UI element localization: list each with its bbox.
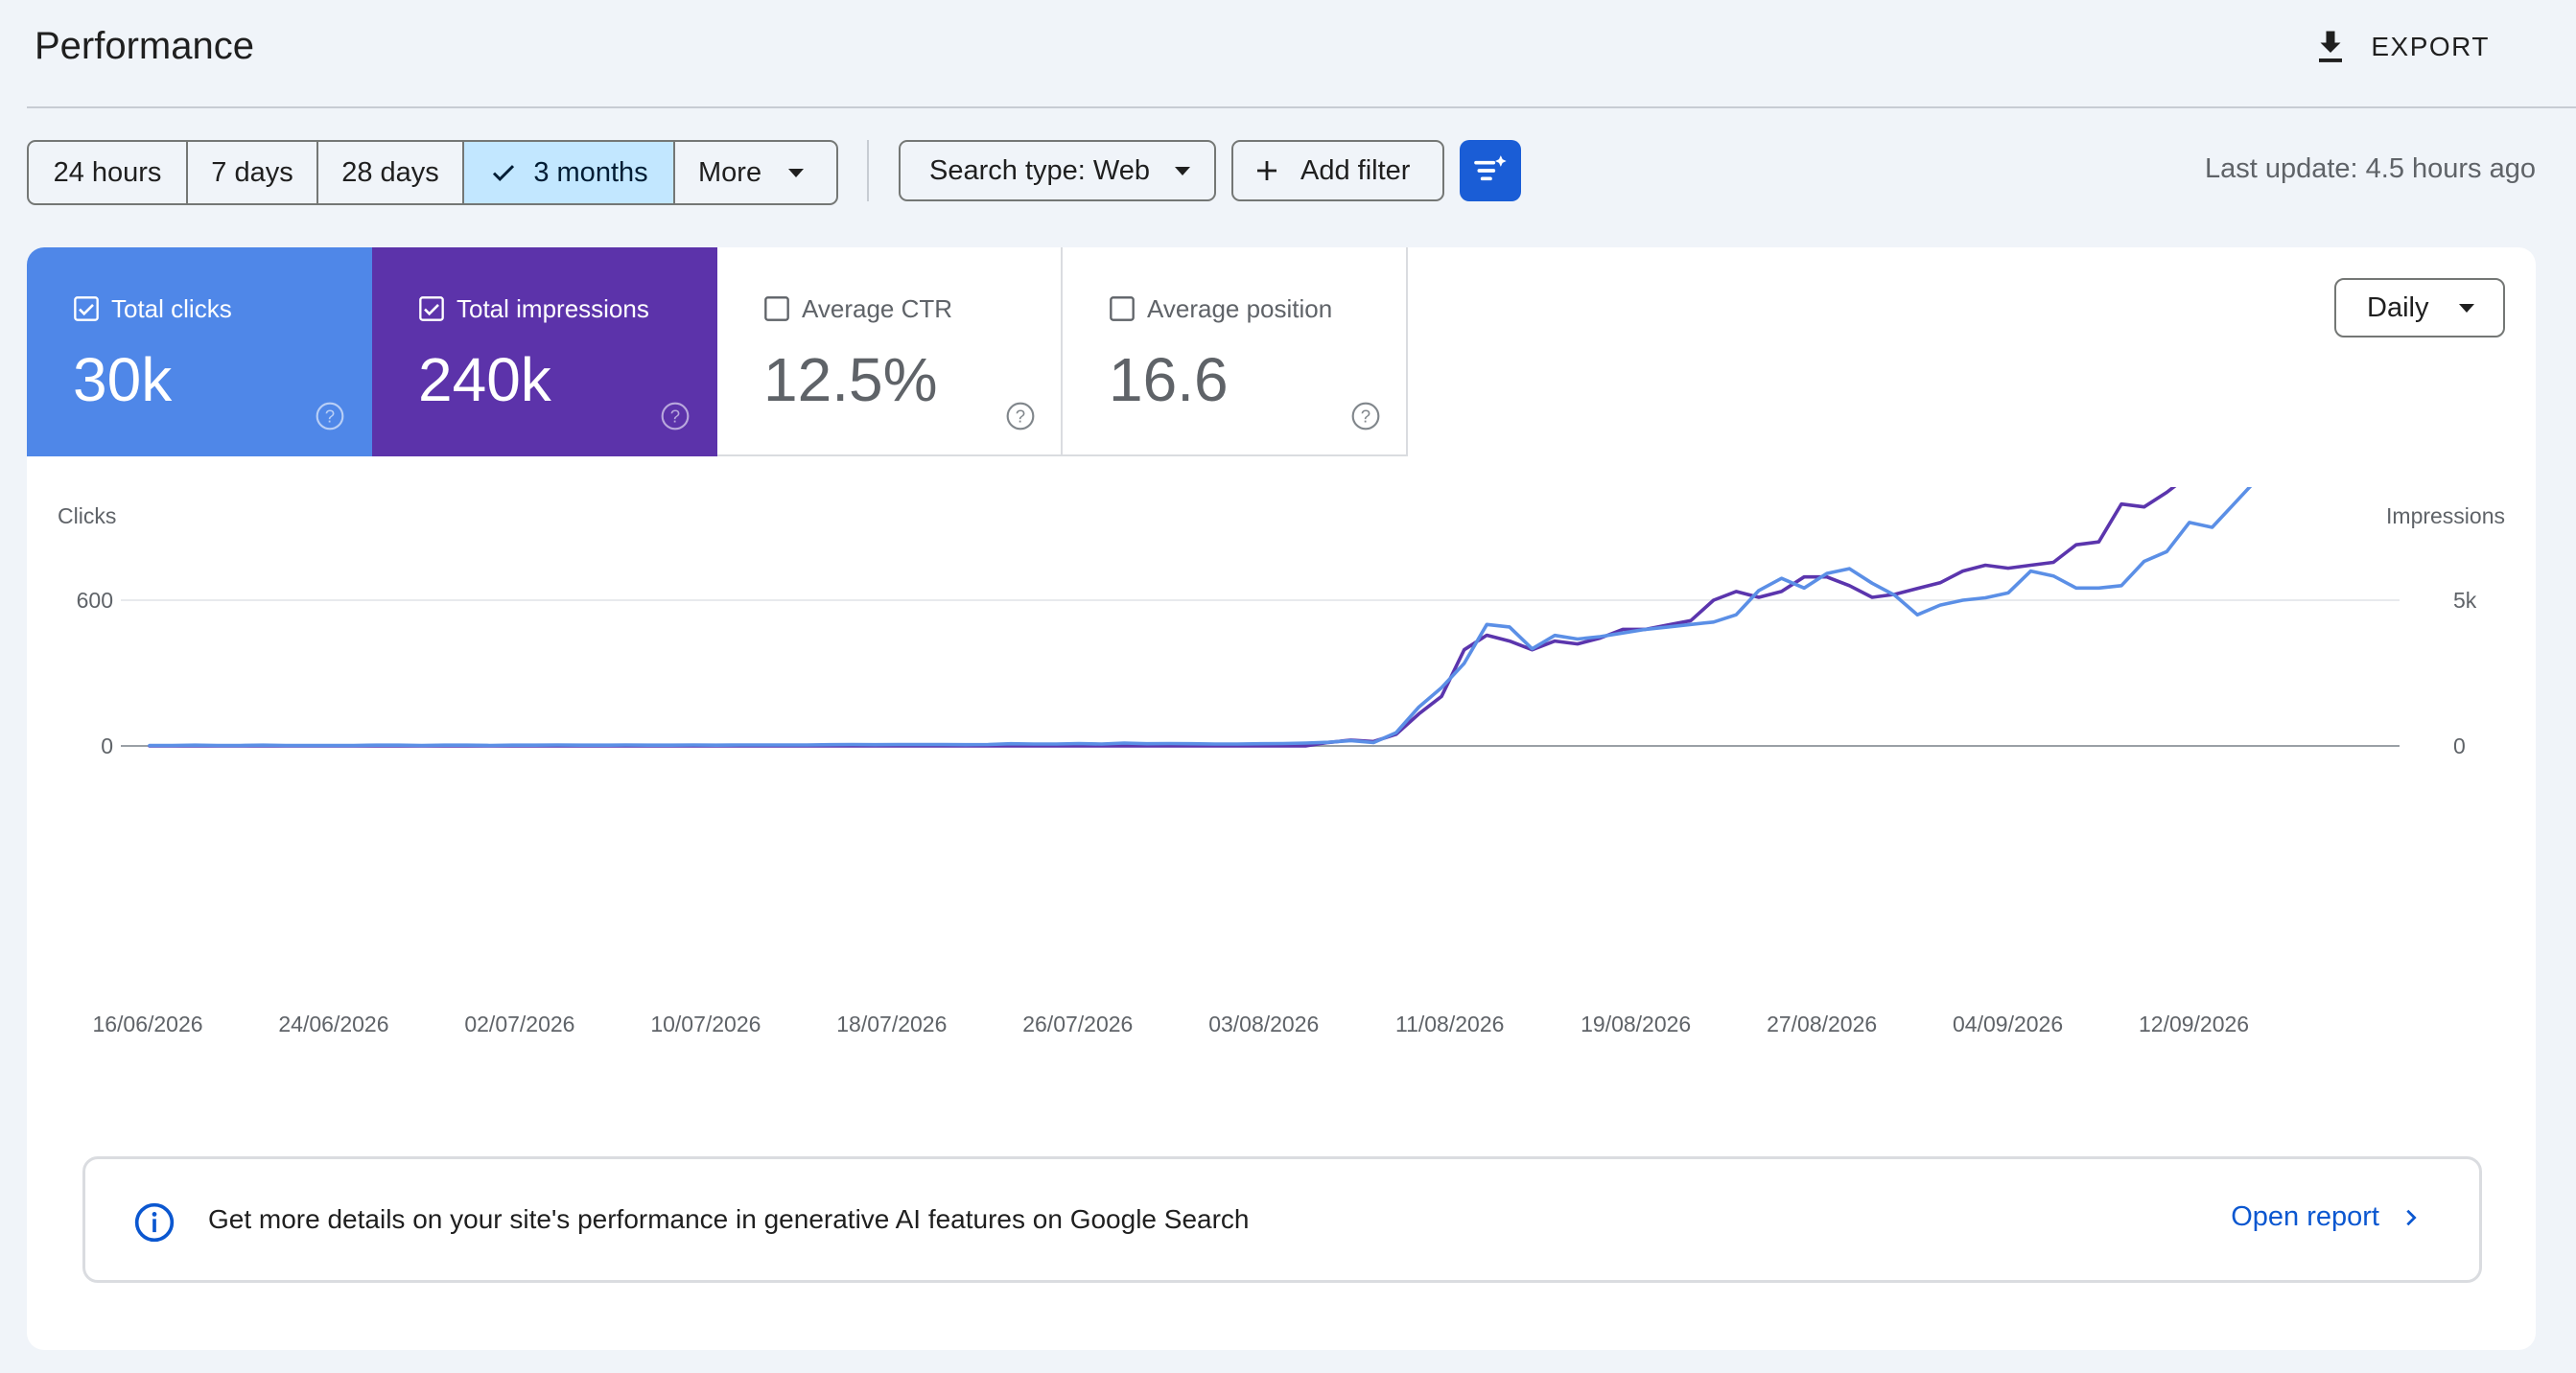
chevron-down-icon	[2459, 304, 2474, 313]
x-tick-label: 02/07/2026	[464, 1012, 574, 1036]
x-tick-label: 10/07/2026	[650, 1012, 761, 1036]
impressions-series-line	[148, 487, 2177, 748]
svg-text:?: ?	[670, 407, 680, 427]
help-icon[interactable]: ?	[1350, 401, 1381, 431]
add-filter-button[interactable]: Add filter	[1231, 140, 1444, 201]
x-tick-label: 26/07/2026	[1022, 1012, 1133, 1036]
x-tick-label: 27/08/2026	[1767, 1012, 1877, 1036]
page-title: Performance	[35, 25, 254, 67]
add-filter-label: Add filter	[1300, 154, 1411, 186]
export-button[interactable]: EXPORT	[2313, 21, 2490, 73]
header-divider	[27, 106, 2576, 108]
clicks-series-line	[148, 487, 2253, 748]
metric-label: Total impressions	[457, 294, 649, 323]
chevron-right-icon	[2406, 1209, 2417, 1225]
checkbox-unchecked-icon[interactable]	[1109, 295, 1136, 322]
range-label: More	[698, 156, 762, 188]
x-tick-label: 11/08/2026	[1395, 1012, 1504, 1036]
x-tick-label: 04/09/2026	[1953, 1012, 2063, 1036]
help-icon[interactable]: ?	[1005, 401, 1036, 431]
x-tick-label: 24/06/2026	[278, 1012, 388, 1036]
performance-card: Total clicks 30k ? Total impressions 240…	[27, 247, 2536, 1350]
x-tick-label: 03/08/2026	[1208, 1012, 1319, 1036]
help-icon[interactable]: ?	[315, 401, 345, 431]
granularity-dropdown[interactable]: Daily	[2334, 278, 2505, 337]
help-icon[interactable]: ?	[660, 401, 691, 431]
svg-text:?: ?	[1016, 407, 1025, 427]
svg-text:?: ?	[325, 407, 335, 427]
y2-tick-label: 5k	[2453, 588, 2477, 613]
y2-axis-title: Impressions	[2386, 503, 2505, 528]
download-icon	[2319, 31, 2343, 62]
metric-value: 30k	[73, 345, 173, 414]
sparkle-filter-icon	[1474, 155, 1507, 181]
x-tick-label: 19/08/2026	[1581, 1012, 1691, 1036]
info-icon	[134, 1202, 175, 1243]
checkbox-checked-icon[interactable]	[418, 295, 445, 322]
chevron-down-icon	[788, 168, 805, 177]
y-tick-label: 600	[77, 588, 113, 613]
open-report-link[interactable]: Open report	[2231, 1201, 2422, 1233]
range-label: 7 days	[211, 156, 293, 188]
performance-chart: 006005k1.2k10k1.8k15kClicksImpressions16…	[58, 487, 2505, 1036]
y-tick-label: 0	[101, 733, 113, 758]
metric-value: 240k	[418, 345, 551, 414]
open-report-label: Open report	[2231, 1201, 2379, 1232]
metric-label: Average position	[1147, 294, 1333, 323]
metric-total-clicks[interactable]: Total clicks 30k ?	[27, 247, 372, 456]
export-label: EXPORT	[2371, 32, 2490, 61]
granularity-label: Daily	[2367, 291, 2429, 323]
search-type-label: Search type: Web	[929, 154, 1150, 186]
svg-text:?: ?	[1361, 407, 1370, 427]
range-28-days-button[interactable]: 28 days	[318, 142, 464, 203]
range-label: 28 days	[341, 156, 439, 188]
search-type-dropdown[interactable]: Search type: Web	[899, 140, 1216, 201]
chevron-down-icon	[1174, 166, 1190, 175]
metric-average-ctr[interactable]: Average CTR 12.5% ?	[717, 247, 1063, 456]
plus-icon	[1257, 161, 1276, 180]
range-label: 24 hours	[53, 156, 162, 188]
banner-text: Get more details on your site's performa…	[208, 1204, 1250, 1234]
range-more-dropdown[interactable]: More	[675, 142, 836, 203]
range-7-days-button[interactable]: 7 days	[188, 142, 318, 203]
x-tick-label: 12/09/2026	[2139, 1012, 2249, 1036]
y2-tick-label: 0	[2453, 733, 2466, 758]
metric-label: Average CTR	[802, 294, 953, 323]
last-update-text: Last update: 4.5 hours ago	[2204, 153, 2536, 184]
ai-filter-button[interactable]	[1460, 140, 1521, 201]
toolbar-divider	[867, 140, 869, 201]
ai-features-banner: Get more details on your site's performa…	[82, 1156, 2482, 1283]
metric-value: 12.5%	[763, 345, 938, 414]
checkbox-checked-icon[interactable]	[73, 295, 100, 322]
range-label: 3 months	[533, 156, 648, 188]
range-3-months-button[interactable]: 3 months	[464, 142, 675, 203]
x-tick-label: 18/07/2026	[836, 1012, 947, 1036]
range-24-hours-button[interactable]: 24 hours	[29, 142, 188, 203]
y-axis-title: Clicks	[58, 503, 116, 528]
checkbox-unchecked-icon[interactable]	[763, 295, 790, 322]
checkmark-icon	[493, 165, 515, 181]
metric-value: 16.6	[1109, 345, 1229, 414]
metric-total-impressions[interactable]: Total impressions 240k ?	[372, 247, 717, 456]
metric-label: Total clicks	[111, 294, 232, 323]
x-tick-label: 16/06/2026	[92, 1012, 202, 1036]
date-range-selector: 24 hours 7 days 28 days 3 months More	[27, 140, 838, 205]
metric-average-position[interactable]: Average position 16.6 ?	[1063, 247, 1408, 456]
